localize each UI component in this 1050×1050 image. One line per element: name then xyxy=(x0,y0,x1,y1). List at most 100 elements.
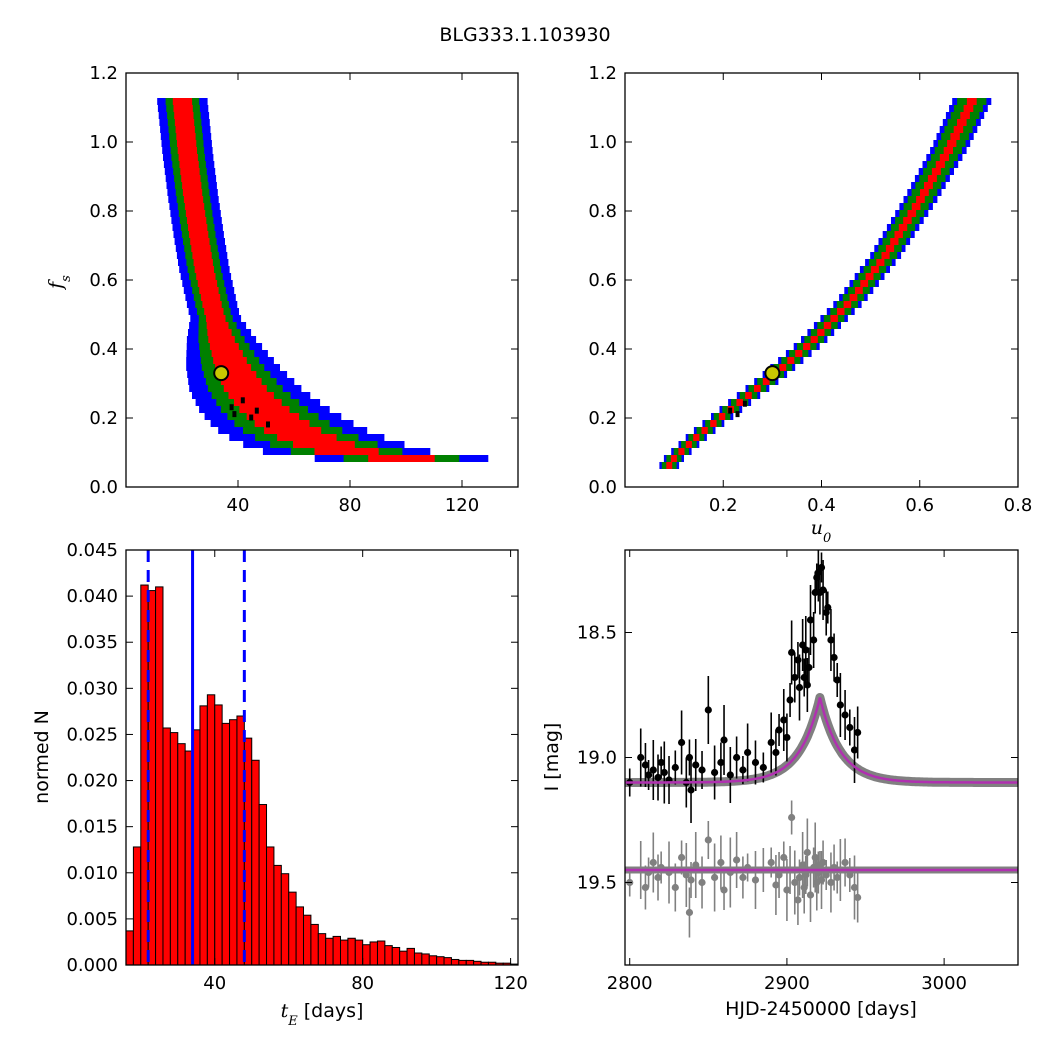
density-cell-c3 xyxy=(174,119,195,126)
density-cell-c3 xyxy=(670,455,677,462)
0|tE-fs-xtick-label: 80 xyxy=(339,495,362,516)
2|tE-hist-ytick-label: 0.040 xyxy=(66,586,118,607)
photometry-point xyxy=(733,753,741,762)
histogram-bar xyxy=(221,722,231,966)
density-cell-c3 xyxy=(843,301,852,308)
residual-point xyxy=(649,858,657,867)
1|u0-fs-xtick-label: 0.4 xyxy=(807,495,836,516)
u0-fs-density xyxy=(659,98,992,469)
3|lightcurve-ytick-label: 18.5 xyxy=(577,623,617,644)
histogram-bar xyxy=(347,937,356,966)
histogram-bar xyxy=(428,955,438,966)
density-cell-c3 xyxy=(855,287,863,294)
density-cell-c3 xyxy=(762,378,770,385)
density-cell-c3 xyxy=(885,245,895,252)
1|u0-fs-xtick-label: 0.2 xyxy=(709,495,738,516)
photometry-point xyxy=(751,758,760,767)
density-cell-c3 xyxy=(894,231,903,238)
histogram-bar xyxy=(251,759,260,966)
0|tE-fs-ytick-label: 0.0 xyxy=(89,477,118,498)
density-cell-c3 xyxy=(943,147,953,154)
density-cell-c3 xyxy=(779,364,787,371)
3|lightcurve-xtick-label: 3000 xyxy=(921,973,967,994)
photometry-point xyxy=(805,663,813,672)
0|tE-fs-ytick-label: 1.0 xyxy=(89,132,118,153)
density-cell-c3 xyxy=(293,441,355,448)
histogram-bar xyxy=(266,846,275,966)
density-cell-c3 xyxy=(178,154,198,161)
density-cell-c3 xyxy=(175,126,195,133)
histogram-bar xyxy=(443,957,452,966)
2|tE-hist-ytick-label: 0.045 xyxy=(66,540,118,561)
3|lightcurve-ytick-label: 19.5 xyxy=(577,873,617,894)
photometry-point xyxy=(794,656,802,664)
density-cell-c3 xyxy=(177,147,197,154)
2|tE-hist-ytick-label: 0.035 xyxy=(66,632,118,653)
density-cell-c3 xyxy=(196,273,216,280)
density-cell-peak xyxy=(735,411,740,418)
2|tE-hist-ytick-label: 0.005 xyxy=(66,909,118,930)
u0-fs-frame xyxy=(624,72,1019,488)
photometry-point xyxy=(788,648,796,657)
tE-fs-ylabel: fs xyxy=(45,275,74,291)
density-cell-c3 xyxy=(193,259,213,266)
density-cell-c3 xyxy=(206,322,229,329)
density-cell-c3 xyxy=(903,217,912,224)
density-cell-c3 xyxy=(189,231,209,238)
model-curve xyxy=(625,697,1018,784)
density-cell-c3 xyxy=(180,168,200,175)
u0-fs-ticks: 0.2 0.4 0.6 0.8 0.0 0.2 0.4 0.6 0.8 1.0 1.2 xyxy=(588,63,1032,516)
photometry-point xyxy=(803,681,811,689)
0|tE-fs-ytick-label: 0.4 xyxy=(89,339,118,360)
density-cell-c3 xyxy=(207,329,232,336)
2|tE-hist-xtick-label: 120 xyxy=(493,973,527,994)
density-cell-c3 xyxy=(795,350,803,357)
residual-point xyxy=(751,876,760,884)
1|u0-fs-xtick-label: 0.8 xyxy=(1004,495,1033,516)
density-cell-c3 xyxy=(966,98,977,105)
density-cell-c3 xyxy=(957,119,967,126)
photometry-point xyxy=(854,728,862,737)
residual-point xyxy=(788,813,796,822)
histogram-bar xyxy=(354,939,364,966)
histogram-bar xyxy=(288,891,297,966)
residual-point xyxy=(677,853,686,862)
photometry-point xyxy=(744,748,752,757)
tE-histogram-bars xyxy=(125,584,519,966)
residual-point xyxy=(780,853,788,862)
photometry-point xyxy=(759,763,767,772)
density-cell-c3 xyxy=(693,434,700,441)
histogram-bar xyxy=(229,719,238,966)
1|u0-fs-ytick-label: 0.6 xyxy=(588,270,617,291)
tE-fs-ticks: 40 80 120 0.0 0.2 0.4 0.6 0.8 1.0 1.2 xyxy=(89,63,518,516)
residual-point xyxy=(850,883,859,892)
density-cell-c3 xyxy=(916,196,925,203)
photometry-point xyxy=(791,673,799,682)
tE-histogram-frame xyxy=(125,549,519,966)
photometry-point xyxy=(827,636,835,644)
histogram-bar xyxy=(303,914,312,966)
density-cell-c3 xyxy=(181,175,201,182)
density-cell-c3 xyxy=(192,252,212,259)
density-cell-peak xyxy=(254,407,259,414)
residual-point xyxy=(775,871,783,879)
panel-u0-fs: 0.2 0.4 0.6 0.8 0.0 0.2 0.4 0.6 0.8 1.0 1.2 u0 xyxy=(588,63,1032,546)
density-cell-c3 xyxy=(239,406,290,413)
density-cell-c3 xyxy=(211,350,243,357)
histogram-bar xyxy=(162,727,171,966)
residual-point xyxy=(682,871,690,879)
residual-point xyxy=(692,861,700,869)
histogram-bar xyxy=(369,941,378,966)
residual-point xyxy=(671,883,679,892)
photometry-point xyxy=(802,646,810,654)
photometry-point xyxy=(824,603,832,612)
photometry-point xyxy=(833,676,841,684)
density-cell-c3 xyxy=(209,343,239,350)
lightcurve-ylabel: I [mag] xyxy=(541,723,563,792)
tE-histogram-markers xyxy=(146,550,246,965)
photometry-point xyxy=(720,736,728,744)
density-cell-c3 xyxy=(860,280,869,287)
histogram-bar xyxy=(214,704,223,966)
tE-histogram-xlabel: tE [days] xyxy=(281,1000,364,1029)
histogram-bar xyxy=(413,952,423,966)
